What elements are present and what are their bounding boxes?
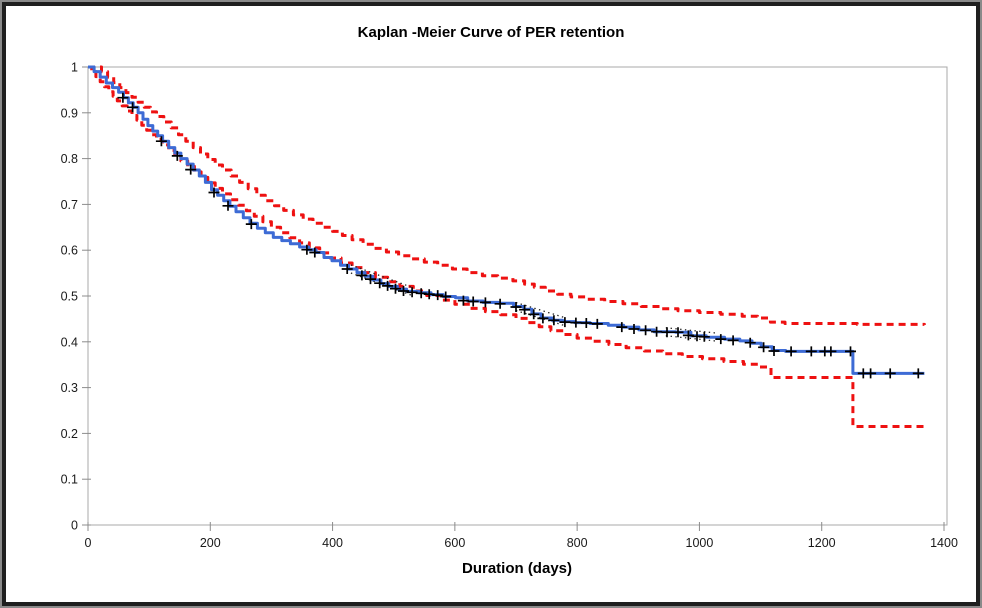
kaplan-meier-plot: 0 0.1 0.2 0.3 0.4 0.5 0.6 0.7 0.8 0.9 1 0 200 400 600 8…	[61, 61, 958, 551]
ci-lower-95-line	[88, 65, 926, 428]
y-tick-label: 0.4	[61, 335, 78, 349]
x-tick-label: 200	[200, 536, 221, 550]
x-tick-label: 0	[85, 536, 92, 550]
y-tick-label: 0.2	[61, 427, 78, 441]
dotted-step-trace	[665, 335, 718, 342]
x-tick-label: 1200	[808, 536, 836, 550]
y-tick-label: 1	[71, 61, 78, 75]
x-tick-label: 1000	[686, 536, 714, 550]
x-tick-label: 400	[322, 536, 343, 550]
plot-area-border	[87, 66, 948, 526]
chart-title: Kaplan -Meier Curve of PER retention	[357, 24, 625, 41]
dotted-step-trace	[665, 327, 718, 334]
y-tick-label: 0	[71, 519, 78, 533]
y-tick-label: 0.6	[61, 244, 78, 258]
x-axis-title: Duration (days)	[461, 560, 572, 577]
dotted-step-trace	[350, 264, 413, 289]
km-survival-estimate-line	[88, 65, 925, 375]
censoring-tick-marks	[117, 92, 924, 379]
y-tick-label: 0.1	[61, 473, 78, 487]
x-tick-label: 800	[567, 536, 588, 550]
x-tick-label: 600	[444, 536, 465, 550]
ci-upper-95-line	[88, 65, 926, 326]
y-tick-label: 0.5	[61, 290, 78, 304]
y-tick-label: 0.9	[61, 106, 78, 120]
y-tick-label: 0.8	[61, 152, 78, 166]
x-tick-label: 1400	[930, 536, 958, 550]
y-tick-label: 0.3	[61, 381, 78, 395]
y-tick-label: 0.7	[61, 198, 78, 212]
